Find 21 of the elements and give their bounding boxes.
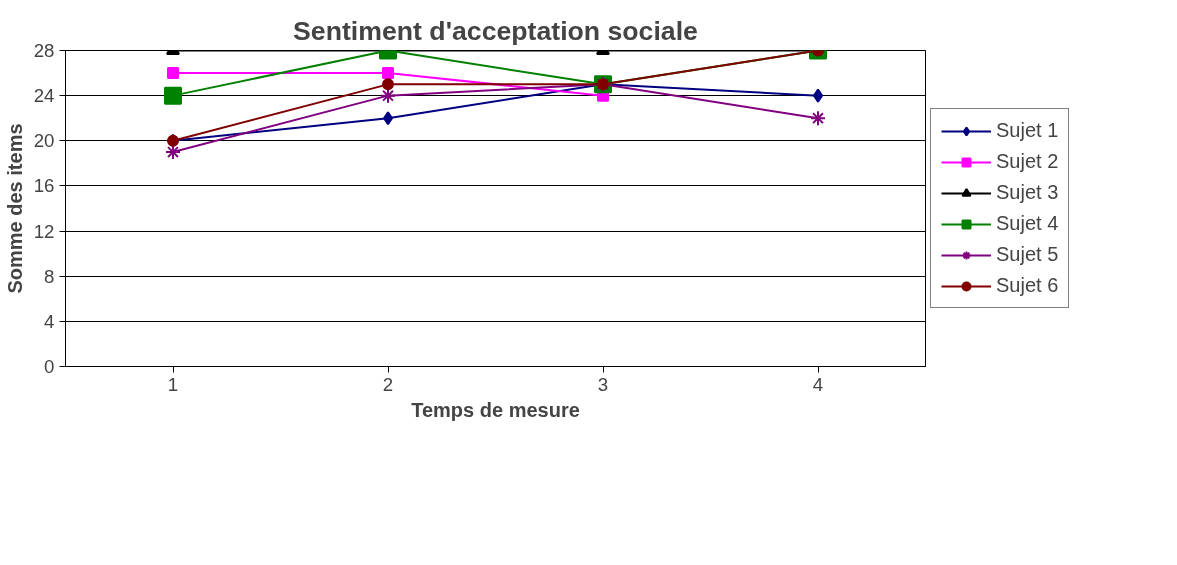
y-tick-label: 0 bbox=[44, 356, 55, 377]
y-tick-label: 28 bbox=[33, 40, 55, 61]
legend-label: Sujet 2 bbox=[996, 150, 1059, 173]
y-tick-label: 20 bbox=[33, 130, 55, 152]
legend-label: Sujet 5 bbox=[996, 243, 1059, 266]
y-tick-label: 24 bbox=[33, 85, 55, 107]
legend-label: Sujet 4 bbox=[996, 212, 1059, 235]
chart-title: Sentiment d'acceptation sociale bbox=[293, 15, 698, 46]
legend-label: Sujet 3 bbox=[996, 181, 1059, 204]
y-tick-label: 16 bbox=[33, 175, 55, 197]
x-tick-label: 2 bbox=[382, 373, 394, 395]
y-tick-label: 8 bbox=[44, 265, 55, 287]
y-tick-label: 12 bbox=[33, 220, 55, 242]
x-tick-label: 3 bbox=[597, 373, 609, 395]
y-axis-title: Somme des items bbox=[3, 123, 26, 294]
legend-label: Sujet 6 bbox=[996, 274, 1059, 297]
y-tick-label: 4 bbox=[44, 310, 55, 332]
legend-label: Sujet 1 bbox=[996, 119, 1059, 142]
x-axis-title: Temps de mesure bbox=[411, 398, 580, 421]
x-tick-label: 4 bbox=[812, 373, 824, 395]
x-tick-label: 1 bbox=[167, 373, 179, 395]
